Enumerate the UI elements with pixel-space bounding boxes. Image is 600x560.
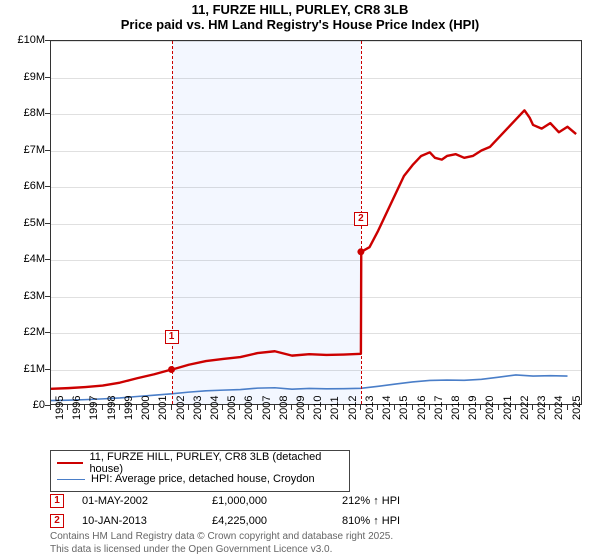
legend-label: 11, FURZE HILL, PURLEY, CR8 3LB (detache… <box>89 451 343 475</box>
x-tick-label: 1998 <box>106 396 118 420</box>
x-tick-label: 2006 <box>243 396 255 420</box>
x-tick-label: 2016 <box>416 396 428 420</box>
sale-pct: 212% ↑ HPI <box>342 495 400 507</box>
x-tick-label: 2019 <box>467 396 479 420</box>
sale-row-marker: 2 <box>50 514 64 528</box>
x-tick-label: 2004 <box>209 396 221 420</box>
x-tick-label: 2015 <box>398 396 410 420</box>
legend-swatch <box>57 479 85 480</box>
sale-marker: 2 <box>354 212 368 226</box>
sale-date: 01-MAY-2002 <box>82 495 212 507</box>
x-tick-label: 2025 <box>571 396 583 420</box>
sale-price: £4,225,000 <box>212 515 342 527</box>
x-tick-label: 2024 <box>553 396 565 420</box>
x-tick-label: 2013 <box>364 396 376 420</box>
x-tick-label: 1996 <box>71 396 83 420</box>
x-tick-label: 1995 <box>54 396 66 420</box>
legend-swatch <box>57 462 83 464</box>
y-tick-label: £7M <box>5 144 45 156</box>
title-address: 11, FURZE HILL, PURLEY, CR8 3LB <box>0 2 600 17</box>
legend-item: 11, FURZE HILL, PURLEY, CR8 3LB (detache… <box>57 455 343 471</box>
x-tick-label: 2010 <box>312 396 324 420</box>
footer-line2: This data is licensed under the Open Gov… <box>50 544 393 557</box>
y-tick-label: £4M <box>5 253 45 265</box>
x-tick-label: 2012 <box>347 396 359 420</box>
x-tick-label: 2011 <box>329 396 341 420</box>
sale-marker: 1 <box>165 330 179 344</box>
x-tick-label: 2007 <box>261 396 273 420</box>
y-tick-label: £10M <box>5 34 45 46</box>
legend-label: HPI: Average price, detached house, Croy… <box>91 473 315 485</box>
x-tick-label: 2022 <box>519 396 531 420</box>
sale-price: £1,000,000 <box>212 495 342 507</box>
x-tick-label: 2014 <box>381 396 393 420</box>
y-tick-label: £8M <box>5 107 45 119</box>
x-tick-label: 1999 <box>123 396 135 420</box>
legend-box: 11, FURZE HILL, PURLEY, CR8 3LB (detache… <box>50 450 350 492</box>
x-tick-label: 2005 <box>226 396 238 420</box>
y-tick-label: £2M <box>5 326 45 338</box>
x-tick-label: 2009 <box>295 396 307 420</box>
y-tick-label: £0 <box>5 399 45 411</box>
y-tick-label: £6M <box>5 180 45 192</box>
title-block: 11, FURZE HILL, PURLEY, CR8 3LB Price pa… <box>0 2 600 32</box>
x-tick-label: 2023 <box>536 396 548 420</box>
x-tick-label: 2003 <box>192 396 204 420</box>
x-tick-label: 2002 <box>175 396 187 420</box>
sale-pct: 810% ↑ HPI <box>342 515 400 527</box>
y-tick-label: £1M <box>5 363 45 375</box>
sale-table-row: 1 01-MAY-2002£1,000,000212% ↑ HPI <box>50 494 582 508</box>
series-line <box>51 110 576 388</box>
footer-attribution: Contains HM Land Registry data © Crown c… <box>50 531 393 556</box>
x-tick-label: 2021 <box>502 396 514 420</box>
y-tick-label: £3M <box>5 290 45 302</box>
sale-row-marker: 1 <box>50 494 64 508</box>
legend-item: HPI: Average price, detached house, Croy… <box>57 471 343 487</box>
x-tick-label: 1997 <box>88 396 100 420</box>
x-tick-label: 2000 <box>140 396 152 420</box>
title-subtitle: Price paid vs. HM Land Registry's House … <box>0 17 600 32</box>
x-tick-label: 2001 <box>157 396 169 420</box>
x-tick-label: 2018 <box>450 396 462 420</box>
sale-date: 10-JAN-2013 <box>82 515 212 527</box>
sale-table-row: 2 10-JAN-2013£4,225,000810% ↑ HPI <box>50 514 582 528</box>
y-tick-label: £5M <box>5 217 45 229</box>
x-tick-label: 2008 <box>278 396 290 420</box>
y-tick-label: £9M <box>5 71 45 83</box>
x-tick-label: 2017 <box>433 396 445 420</box>
chart-container: 11, FURZE HILL, PURLEY, CR8 3LB Price pa… <box>0 0 600 560</box>
footer-line1: Contains HM Land Registry data © Crown c… <box>50 531 393 544</box>
plot-area: 12 <box>50 40 582 405</box>
x-tick-label: 2020 <box>484 396 496 420</box>
line-series-svg <box>51 41 581 404</box>
